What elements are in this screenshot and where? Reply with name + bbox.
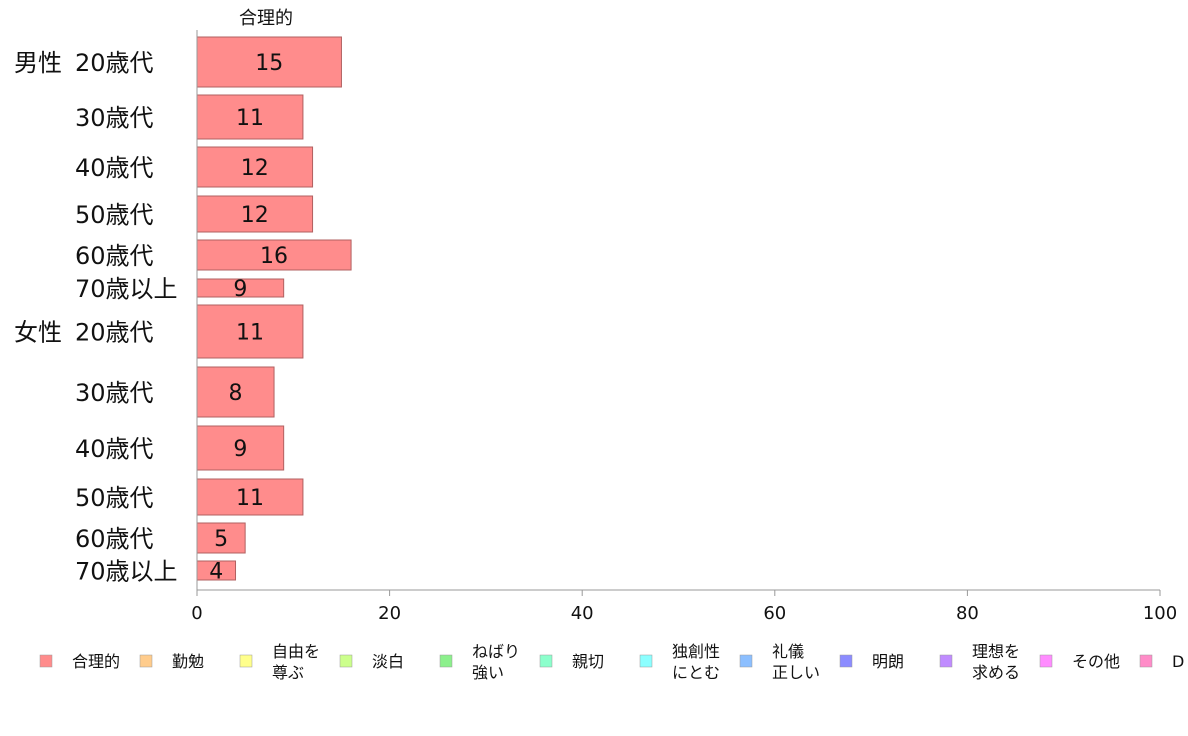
bar [196,36,342,88]
legend-item: 自由を尊ぶ [239,642,320,682]
bar-value-label: 11 [236,106,264,131]
category-label: 40歳代 [75,154,154,182]
legend-swatch [439,654,453,668]
legend-swatch [139,654,153,668]
category-label: 50歳代 [75,484,154,512]
bar [196,366,275,418]
legend-label: 理想を求める [972,642,1020,682]
category-label: 50歳代 [75,201,154,229]
category-labels-layer: 20歳代男性30歳代40歳代50歳代60歳代70歳以上20歳代女性30歳代40歳… [14,49,178,586]
category-label: 30歳代 [75,379,154,407]
legend-item: 親切 [539,652,604,671]
bar [196,146,314,188]
legend-swatch [239,654,253,668]
bar-value-label: 12 [241,203,269,228]
legend-item: 独創性にとむ [639,642,720,682]
bar [196,239,352,271]
category-label: 60歳代 [75,525,154,553]
legend-label: 礼儀正しい [772,642,820,682]
legend-swatch [39,654,53,668]
legend-label: D [1172,652,1184,671]
legend-item: 淡白 [339,652,404,671]
legend-item: 勤勉 [139,652,204,671]
category-label: 40歳代 [75,435,154,463]
x-tick-label: 60 [763,603,786,624]
bar-value-label: 11 [236,486,264,511]
bar-value-label: 9 [233,437,247,462]
bar-value-label: 8 [229,381,243,406]
bar-value-label: 9 [233,277,247,302]
bar-value-label: 11 [236,321,264,346]
legend-swatch [339,654,353,668]
category-label: 20歳代 [75,319,154,347]
legend-item: D [1139,652,1184,671]
legend-swatch [639,654,653,668]
legend-swatch [539,654,553,668]
legend-swatch [739,654,753,668]
x-tick-label: 0 [191,603,202,624]
legend-label: 勤勉 [172,652,204,671]
legend-label: 淡白 [372,652,404,671]
bar-value-label: 5 [214,527,228,552]
column-title: 合理的 [239,8,293,29]
x-tick-label: 100 [1143,603,1177,624]
legend-swatch [1139,654,1153,668]
category-label: 30歳代 [75,104,154,132]
legend-swatch [939,654,953,668]
group-label: 女性 [14,319,62,347]
legend-label: ねばり強い [472,642,520,682]
legend-label: 合理的 [72,652,120,671]
legend-item: ねばり強い [439,642,520,682]
legend-swatch [839,654,853,668]
legend-item: 明朗 [839,652,904,671]
bar-value-label: 4 [209,560,223,585]
bar [196,195,314,233]
x-tick-label: 80 [956,603,979,624]
legend-label: 独創性にとむ [672,642,720,682]
legend-swatch [1039,654,1053,668]
group-label: 男性 [14,49,62,77]
bars-layer: 15 11 12 12 16 9 11 8 9 11 5 4 [196,36,352,585]
legend-item: 理想を求める [939,642,1020,682]
bar-value-label: 15 [255,51,283,76]
bar-value-label: 16 [260,244,288,269]
legend-label: 明朗 [872,652,904,671]
category-label: 20歳代 [75,49,154,77]
x-tick-label: 20 [378,603,401,624]
legend-item: その他 [1039,652,1120,671]
legend-label: 親切 [572,652,604,671]
x-tick-label: 40 [571,603,594,624]
bar-value-label: 12 [241,156,269,181]
legend-label: その他 [1072,652,1120,671]
category-label: 70歳以上 [75,558,178,586]
category-label: 60歳代 [75,242,154,270]
bar [196,304,304,359]
bar [196,94,304,140]
legend-item: 礼儀正しい [739,642,820,682]
legend-label: 自由を尊ぶ [272,642,320,682]
legend-item: 合理的 [39,652,120,671]
x-axis: 0 20 40 60 80 100 [191,30,1177,624]
category-label: 70歳以上 [75,275,178,303]
legend: 合理的 勤勉 自由を尊ぶ 淡白 ねばり強い 親切 独創性にとむ 礼儀正しい 明朗 理想を求める その… [39,642,1184,682]
